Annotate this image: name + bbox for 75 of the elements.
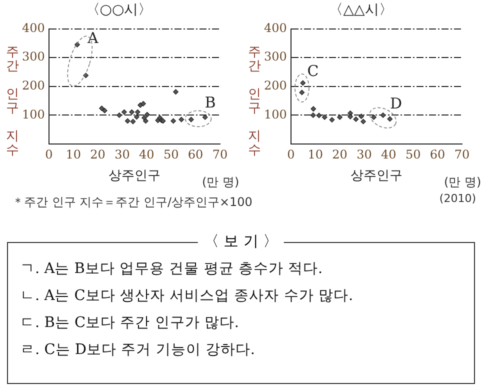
y-tick-label: 200 xyxy=(264,78,287,93)
point xyxy=(129,109,134,115)
x-tick-label: 60 xyxy=(430,147,446,162)
x-tick-label: 10 xyxy=(66,147,81,162)
point xyxy=(144,112,150,118)
point xyxy=(380,112,386,118)
y-tick-label: 100 xyxy=(264,107,287,122)
x-tick-label: 50 xyxy=(405,147,421,162)
x-tick-label: 20 xyxy=(90,147,106,162)
point xyxy=(299,90,305,96)
point xyxy=(140,100,146,106)
x-axis-title: 상주인구 xyxy=(108,168,160,184)
chart-title: 〈○○시〉 xyxy=(86,2,152,18)
x-tick-label: 40 xyxy=(381,147,396,162)
point xyxy=(371,114,376,120)
y-tick-label: 100 xyxy=(22,107,45,122)
point xyxy=(124,118,130,124)
point xyxy=(130,118,136,124)
chart-title: 〈△△시〉 xyxy=(329,2,393,18)
text: 〈 보 기 〉 xyxy=(198,232,284,251)
point xyxy=(134,109,140,115)
point xyxy=(173,89,178,95)
point xyxy=(358,114,364,120)
text: ㄹ. C는 D보다 주거 기능이 강하다. xyxy=(20,341,255,359)
x-tick-label: 10 xyxy=(308,147,323,162)
point xyxy=(142,118,148,124)
text: ㄷ. B는 C보다 주간 인구가 많다. xyxy=(20,314,240,332)
x-tick-label: 70 xyxy=(454,147,470,162)
annotation: A xyxy=(86,29,98,48)
point xyxy=(202,114,208,120)
x-tick-label: 60 xyxy=(188,147,204,162)
point xyxy=(178,116,184,122)
point xyxy=(329,117,335,123)
text: ㄴ. A는 C보다 생산자 서비스업 종사자 수가 많다. xyxy=(20,287,354,305)
annotation: B xyxy=(204,94,216,112)
x-tick-label: 20 xyxy=(332,147,348,162)
text: (2010) xyxy=(439,192,476,205)
point xyxy=(310,112,316,118)
x-axis-title: 상주인구 xyxy=(350,168,402,184)
y-tick-label: 400 xyxy=(22,20,45,35)
point xyxy=(316,112,322,118)
point xyxy=(348,114,353,120)
point xyxy=(300,80,306,86)
point xyxy=(116,112,122,118)
point xyxy=(99,106,104,111)
point xyxy=(102,108,108,114)
annotation: D xyxy=(390,94,402,113)
point xyxy=(121,109,127,115)
annotation: C xyxy=(307,62,319,80)
point xyxy=(188,116,194,122)
x-tick-label: 0 xyxy=(287,147,295,162)
y-tick-label: 200 xyxy=(22,78,45,93)
y-axis-title: 주간 인구 지수 xyxy=(6,45,19,158)
y-axis-title: 주간 인구 지수 xyxy=(248,45,261,158)
point xyxy=(310,106,316,112)
y-tick-label: 400 xyxy=(264,20,287,35)
point xyxy=(353,116,359,122)
point xyxy=(360,118,366,124)
text: (만 명) xyxy=(202,174,240,191)
text: (만 명) xyxy=(444,174,482,191)
text: ㄱ. A는 B보다 업무용 건물 평균 층수가 적다. xyxy=(20,260,323,278)
point xyxy=(387,116,393,122)
point xyxy=(170,118,176,124)
point xyxy=(322,114,328,120)
point xyxy=(134,114,140,120)
x-tick-label: 70 xyxy=(212,147,228,162)
point xyxy=(337,114,342,120)
y-tick-label: 300 xyxy=(22,50,45,64)
x-tick-label: 0 xyxy=(45,147,53,162)
y-tick-label: 300 xyxy=(264,50,287,64)
x-tick-label: 40 xyxy=(139,147,154,162)
x-tick-label: 30 xyxy=(356,147,372,162)
text: ＊주간 인구 지수＝주간 인구/상주인구×100 xyxy=(12,194,252,211)
x-tick-label: 50 xyxy=(163,147,179,162)
x-tick-label: 30 xyxy=(114,147,130,162)
